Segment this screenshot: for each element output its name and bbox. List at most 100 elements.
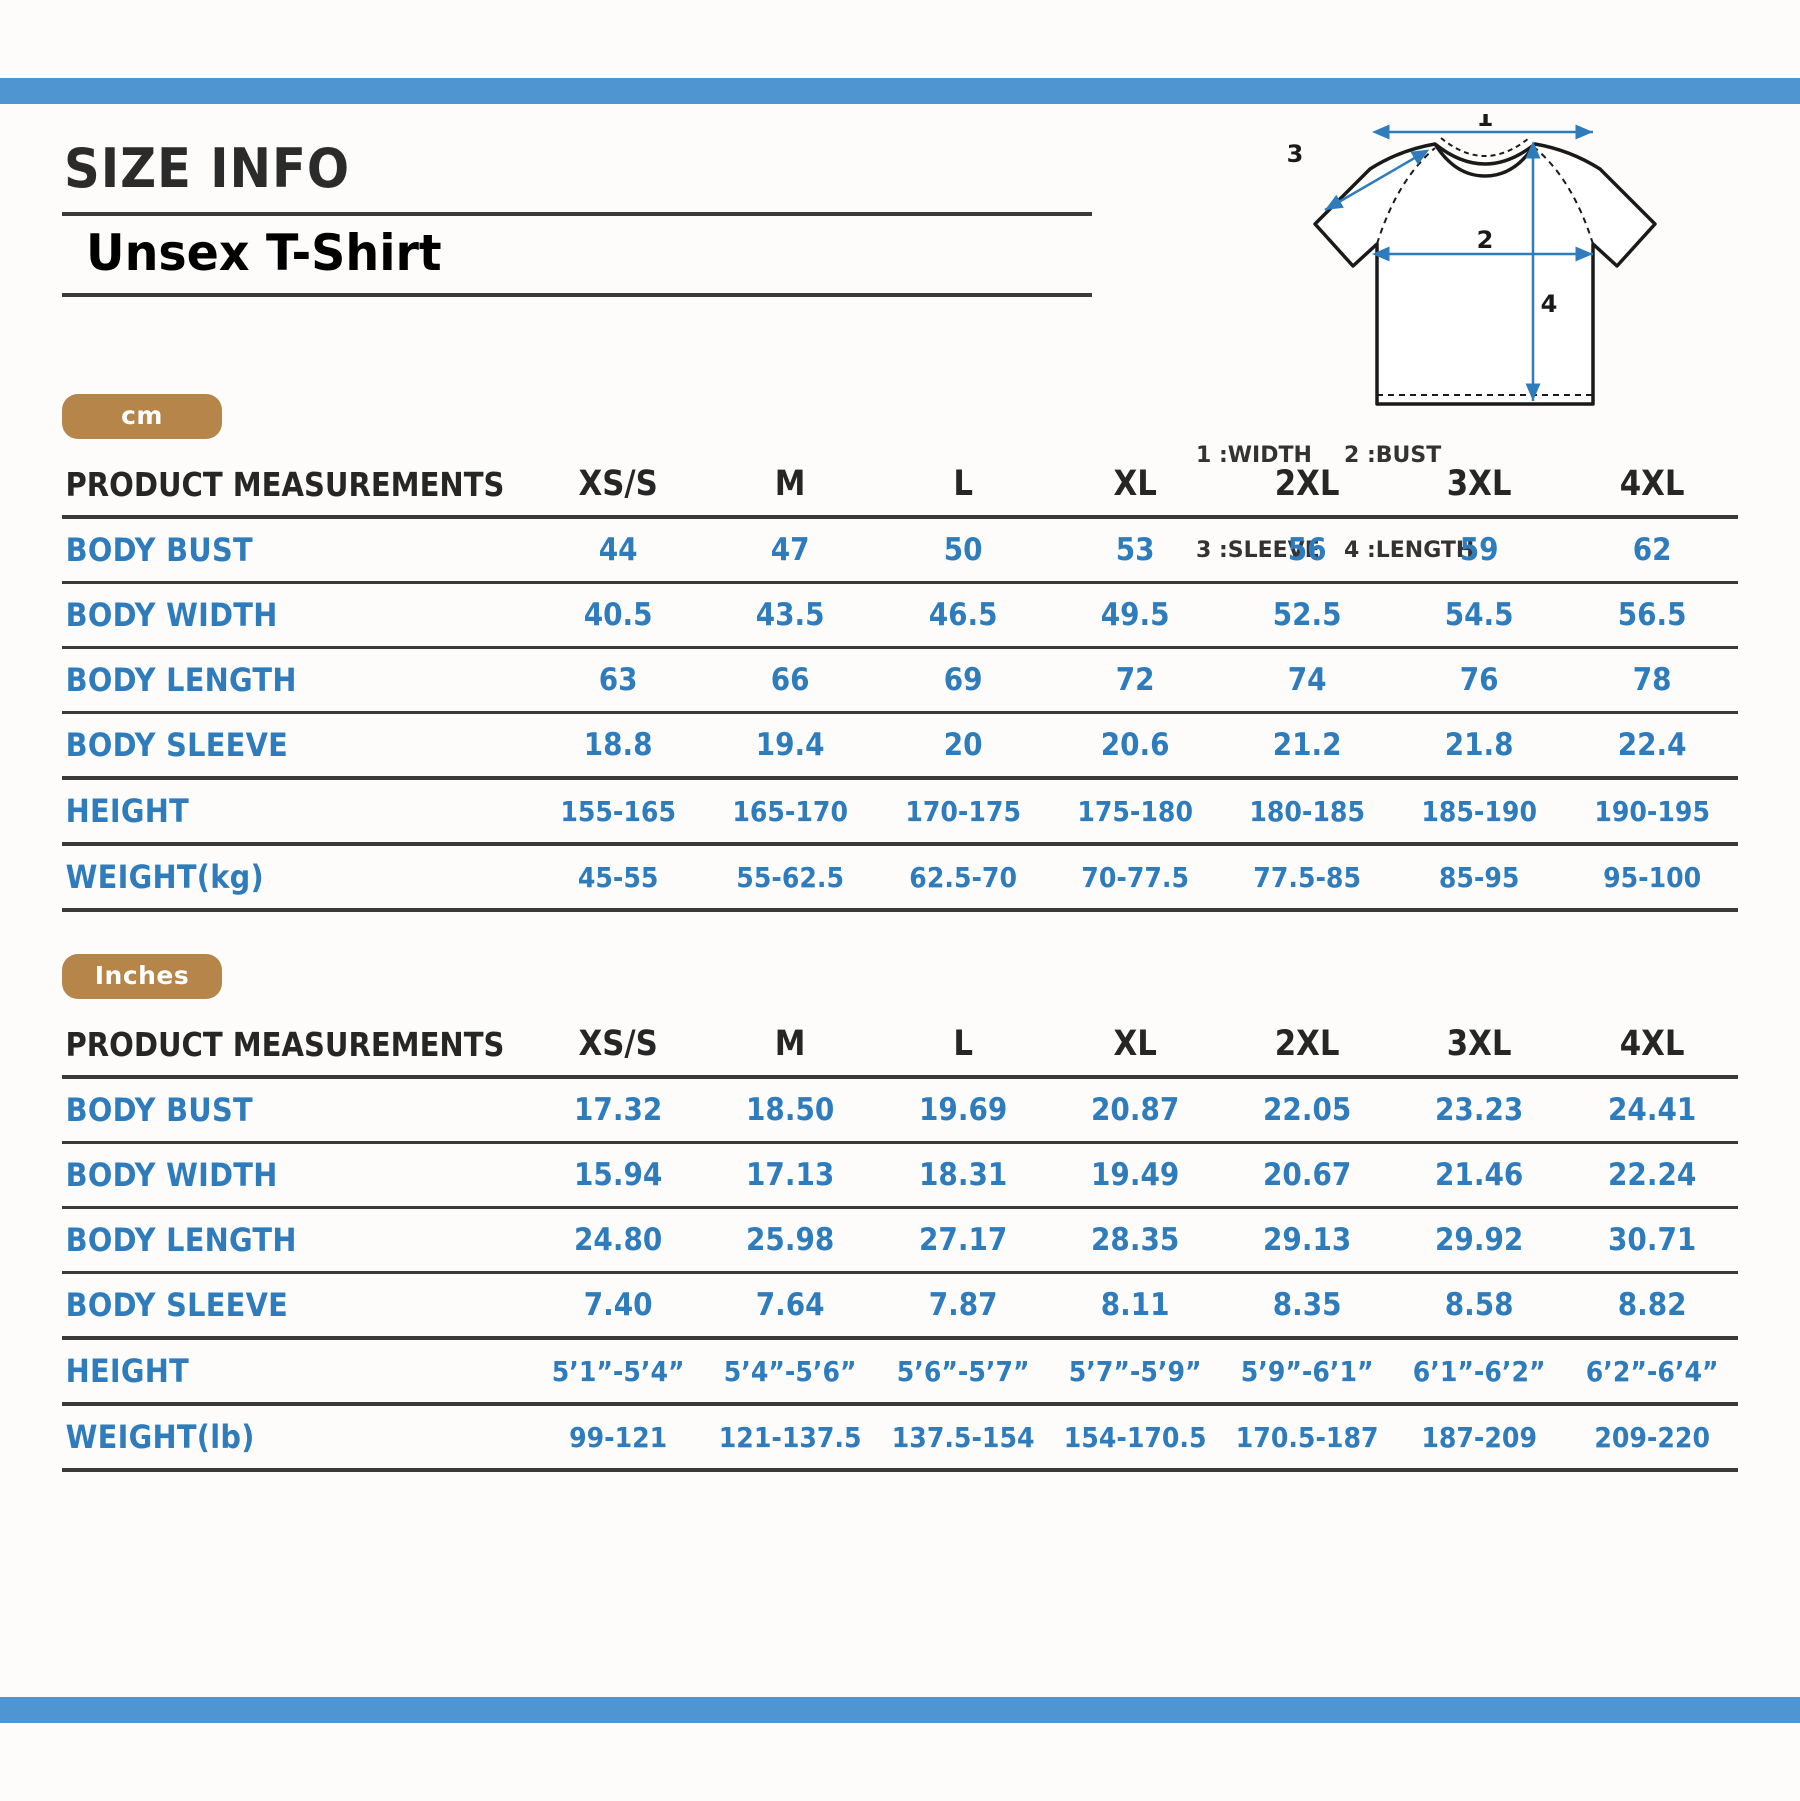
size-header-3xl: 3XL	[1403, 1013, 1556, 1079]
cell-value: 22.24	[1574, 1142, 1730, 1209]
collar-stitch	[1440, 137, 1530, 157]
cell-value: 170.5-187	[1229, 1404, 1385, 1472]
right-cuff	[1616, 223, 1656, 267]
size-header-l: L	[886, 453, 1039, 519]
left-cuff	[1314, 223, 1354, 267]
cell-value: 74	[1229, 647, 1385, 714]
cell-value: 137.5-154	[885, 1404, 1041, 1472]
cell-value: 19.4	[712, 712, 868, 780]
cell-value: 66	[712, 647, 868, 714]
table-row: HEIGHT 5’1”-5’4” 5’4”-5’6” 5’6”-5’7” 5’7…	[62, 1338, 1738, 1406]
row-label: HEIGHT	[62, 1338, 485, 1406]
cell-value: 59	[1402, 517, 1558, 584]
cell-value: 19.69	[885, 1077, 1041, 1144]
cell-value: 56.5	[1574, 582, 1730, 649]
cell-value: 45-55	[540, 844, 696, 912]
row-label: BODY WIDTH	[62, 1142, 485, 1209]
marker-3-label: 3	[1287, 140, 1304, 168]
size-table-inches: PRODUCT MEASUREMENTS XS/S M L XL 2XL 3XL…	[62, 1013, 1738, 1472]
size-header-3xl: 3XL	[1403, 453, 1556, 519]
cell-value: 30.71	[1574, 1207, 1730, 1274]
cell-value: 15.94	[540, 1142, 696, 1209]
cell-value: 21.46	[1402, 1142, 1558, 1209]
cell-value: 8.11	[1057, 1272, 1213, 1340]
cell-value: 62	[1574, 517, 1730, 584]
cell-value: 29.13	[1229, 1207, 1385, 1274]
top-accent-bar	[0, 78, 1800, 104]
cell-value: 190-195	[1574, 778, 1730, 846]
header-block: SIZE INFO Unsex T-Shirt	[62, 142, 1092, 297]
marker-2-label: 2	[1477, 226, 1494, 254]
cell-value: 5’7”-5’9”	[1057, 1338, 1213, 1406]
cell-value: 24.80	[540, 1207, 696, 1274]
cell-value: 72	[1057, 647, 1213, 714]
cell-value: 23.23	[1402, 1077, 1558, 1144]
cell-value: 18.8	[540, 712, 696, 780]
table-row: BODY WIDTH 15.94 17.13 18.31 19.49 20.67…	[62, 1142, 1738, 1209]
unit-badge-cm: cm	[62, 394, 222, 439]
cell-value: 17.32	[540, 1077, 696, 1144]
cell-value: 62.5-70	[885, 844, 1041, 912]
table-row: WEIGHT(kg) 45-55 55-62.5 62.5-70 70-77.5…	[62, 844, 1738, 912]
cell-value: 5’6”-5’7”	[885, 1338, 1041, 1406]
cell-value: 53	[1057, 517, 1213, 584]
cell-value: 21.8	[1402, 712, 1558, 780]
table-row: BODY SLEEVE 7.40 7.64 7.87 8.11 8.35 8.5…	[62, 1272, 1738, 1340]
cell-value: 8.35	[1229, 1272, 1385, 1340]
cell-value: 69	[885, 647, 1041, 714]
cell-value: 6’2”-6’4”	[1574, 1338, 1730, 1406]
sleeve-dimension-line	[1324, 149, 1430, 212]
cell-value: 54.5	[1402, 582, 1558, 649]
cell-value: 154-170.5	[1057, 1404, 1213, 1472]
table-row: WEIGHT(lb) 99-121 121-137.5 137.5-154 15…	[62, 1404, 1738, 1472]
cell-value: 8.82	[1574, 1272, 1730, 1340]
cell-value: 20.87	[1057, 1077, 1213, 1144]
cell-value: 43.5	[712, 582, 868, 649]
cell-value: 46.5	[885, 582, 1041, 649]
cell-value: 170-175	[885, 778, 1041, 846]
table-row: BODY LENGTH 24.80 25.98 27.17 28.35 29.1…	[62, 1207, 1738, 1274]
size-header-xs-s: XS/S	[542, 1013, 694, 1079]
cell-value: 20.67	[1229, 1142, 1385, 1209]
table-header-row: PRODUCT MEASUREMENTS XS/S M L XL 2XL 3XL…	[62, 453, 1738, 519]
tshirt-illustration-svg: 1 2 3 4	[1287, 104, 1657, 406]
cm-table-block: cm PRODUCT MEASUREMENTS XS/S M L XL 2XL …	[62, 394, 1738, 912]
row-label: BODY BUST	[62, 1077, 485, 1144]
size-header-l: L	[886, 1013, 1039, 1079]
size-table-cm: PRODUCT MEASUREMENTS XS/S M L XL 2XL 3XL…	[62, 453, 1738, 912]
cell-value: 95-100	[1574, 844, 1730, 912]
measurements-header: PRODUCT MEASUREMENTS	[62, 453, 504, 519]
measurements-header: PRODUCT MEASUREMENTS	[62, 1013, 504, 1079]
row-label: WEIGHT(lb)	[62, 1404, 485, 1472]
cell-value: 50	[885, 517, 1041, 584]
cell-value: 52.5	[1229, 582, 1385, 649]
chart-content: SIZE INFO Unsex T-Shirt	[0, 104, 1800, 1697]
title-divider-top	[62, 212, 1092, 216]
cell-value: 7.64	[712, 1272, 868, 1340]
cell-value: 8.58	[1402, 1272, 1558, 1340]
shirt-outline	[1313, 142, 1657, 406]
size-header-xs-s: XS/S	[542, 453, 694, 519]
cell-value: 20	[885, 712, 1041, 780]
row-label: WEIGHT(kg)	[62, 844, 485, 912]
cell-value: 22.4	[1574, 712, 1730, 780]
cell-value: 28.35	[1057, 1207, 1213, 1274]
cell-value: 27.17	[885, 1207, 1041, 1274]
cell-value: 77.5-85	[1229, 844, 1385, 912]
cell-value: 19.49	[1057, 1142, 1213, 1209]
row-label: BODY BUST	[62, 517, 485, 584]
table-row: BODY BUST 44 47 50 53 56 59 62	[62, 517, 1738, 584]
page-title: SIZE INFO	[64, 137, 351, 200]
cell-value: 29.92	[1402, 1207, 1558, 1274]
cell-value: 5’4”-5’6”	[712, 1338, 868, 1406]
cell-value: 6’1”-6’2”	[1402, 1338, 1558, 1406]
table-row: HEIGHT 155-165 165-170 170-175 175-180 1…	[62, 778, 1738, 846]
cell-value: 187-209	[1402, 1404, 1558, 1472]
size-header-4xl: 4XL	[1576, 1013, 1728, 1079]
collar-outer	[1433, 142, 1537, 166]
marker-1-label: 1	[1477, 114, 1494, 132]
cell-value: 85-95	[1402, 844, 1558, 912]
cell-value: 165-170	[712, 778, 868, 846]
size-header-xl: XL	[1059, 453, 1211, 519]
